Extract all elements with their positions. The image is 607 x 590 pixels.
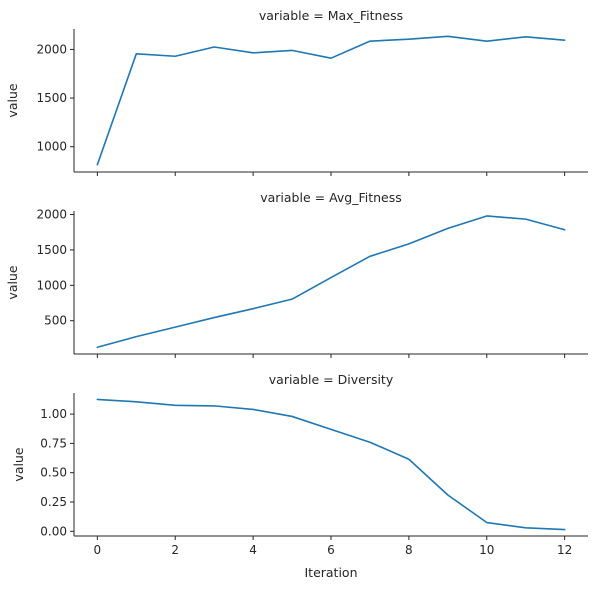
x-tick-label: 12: [557, 543, 572, 557]
panel-1-y-label: value: [5, 83, 20, 117]
panel-2-y-tick-label: 500: [44, 314, 67, 328]
panel-2-y-tick-label: 1500: [36, 243, 67, 257]
panel-1-series-line: [96, 35, 566, 166]
x-tick-label: 10: [479, 543, 494, 557]
x-tick-label: 0: [94, 543, 102, 557]
panel-2-y-tick-label: 1000: [36, 278, 67, 292]
x-tick-label: 2: [171, 543, 179, 557]
panel-3-y-tick-label: 0.25: [40, 495, 67, 509]
x-tick-label: 6: [327, 543, 335, 557]
panel-1-y-tick-label: 2000: [36, 42, 67, 56]
x-axis-label: Iteration: [304, 565, 357, 580]
panel-3-y-label: value: [11, 447, 26, 481]
panel-3-series-line: [96, 398, 566, 531]
panel-3-title: variable = Diversity: [269, 372, 394, 387]
panel-1-y-tick-label: 1000: [36, 140, 67, 154]
x-tick-label: 4: [249, 543, 257, 557]
panel-3-y-tick-label: 1.00: [40, 407, 67, 421]
panel-2-y-label: value: [5, 265, 20, 299]
panel-3-y-tick-label: 0.75: [40, 436, 67, 450]
panel-1-title: variable = Max_Fitness: [259, 8, 403, 23]
x-tick-label: 8: [405, 543, 413, 557]
panel-1-y-tick-label: 1500: [36, 91, 67, 105]
panel-3-y-tick-label: 0.50: [40, 466, 67, 480]
panel-2-y-tick-label: 2000: [36, 208, 67, 222]
panel-3-y-tick-label: 0.00: [40, 524, 67, 538]
panel-2-series-line: [96, 215, 566, 349]
panel-2-title: variable = Avg_Fitness: [260, 190, 402, 205]
